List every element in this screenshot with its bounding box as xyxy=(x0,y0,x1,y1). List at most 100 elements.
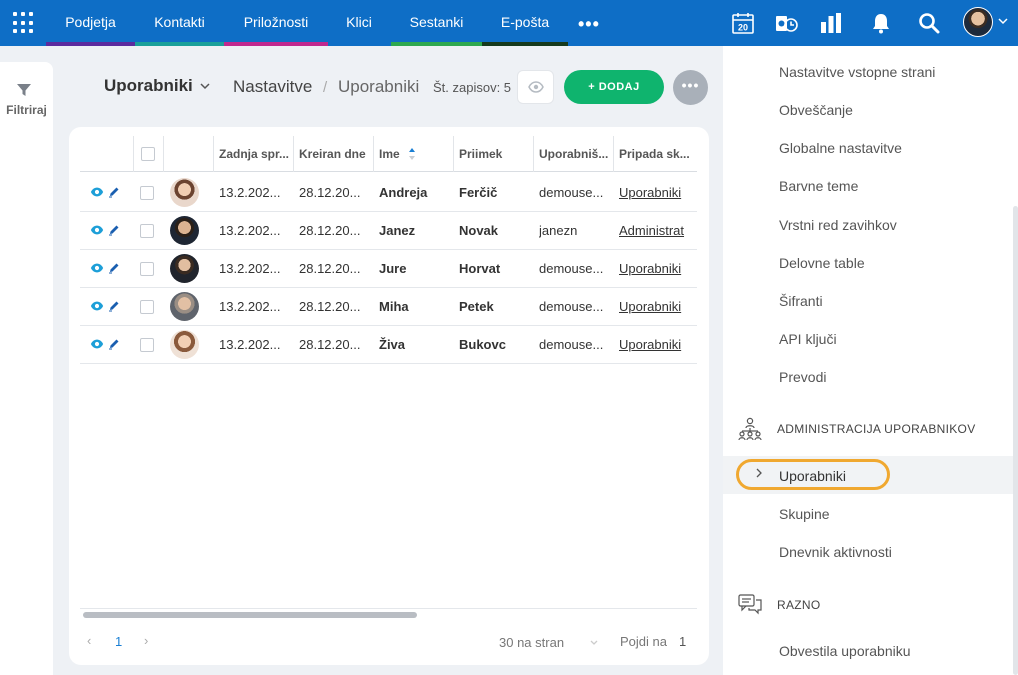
row-checkbox[interactable] xyxy=(140,300,154,314)
scrollbar-thumb[interactable] xyxy=(83,612,417,618)
cell-group-link[interactable]: Uporabniki xyxy=(619,299,682,314)
column-label: Ime xyxy=(379,147,400,161)
cell-group-link[interactable]: Uporabniki xyxy=(619,261,682,276)
cell-created: 28.12.20... xyxy=(299,299,361,314)
add-button[interactable]: + DODAJ xyxy=(564,70,664,104)
avatar-column-header xyxy=(163,136,213,172)
reports-chart-icon[interactable] xyxy=(819,11,843,35)
table-row[interactable]: 13.2.202... 28.12.20... Jure Horvat demo… xyxy=(80,250,697,288)
table-row[interactable]: 13.2.202... 28.12.20... Janez Novak jane… xyxy=(80,212,697,250)
nav-tab-underline xyxy=(482,42,568,46)
column-username[interactable]: Uporabniš... xyxy=(533,136,613,172)
cell-first-name: Janez xyxy=(379,223,416,238)
goto-page-input[interactable]: 1 xyxy=(679,634,687,649)
view-eye-icon[interactable] xyxy=(90,338,104,350)
column-modified[interactable]: Zadnja spr... xyxy=(213,136,293,172)
cell-username: janezn xyxy=(539,223,578,238)
page-title[interactable]: Uporabniki xyxy=(104,76,193,95)
edit-pencil-icon[interactable] xyxy=(108,186,120,198)
edit-pencil-icon[interactable] xyxy=(108,338,120,350)
avatar xyxy=(170,292,199,321)
cell-group-link[interactable]: Uporabniki xyxy=(619,337,682,352)
cell-group-link[interactable]: Uporabniki xyxy=(619,185,682,200)
settings-panel: Nastavitve vstopne strani Obveščanje Glo… xyxy=(723,46,1018,675)
edit-pencil-icon[interactable] xyxy=(108,224,120,236)
nav-tab-underline xyxy=(135,42,224,46)
avatar xyxy=(170,254,199,283)
cell-created: 28.12.20... xyxy=(299,261,361,276)
eye-icon xyxy=(527,81,544,93)
cell-last-name: Bukovc xyxy=(459,337,506,352)
view-eye-icon[interactable] xyxy=(90,262,104,274)
notifications-bell-icon[interactable] xyxy=(869,11,893,35)
nav-tab-label: E-pošta xyxy=(500,14,550,30)
per-page-select[interactable]: 30 na stran xyxy=(499,635,565,650)
table-row[interactable]: 13.2.202... 28.12.20... Andreja Ferčič d… xyxy=(80,174,697,212)
settings-item-users[interactable]: Uporabniki xyxy=(779,468,846,484)
calendar-day: 20 xyxy=(738,23,748,33)
column-created[interactable]: Kreiran dne xyxy=(293,136,373,172)
filter-panel[interactable]: Filtriraj xyxy=(0,62,53,675)
nav-tab-klici[interactable]: Klici xyxy=(328,0,390,46)
nav-tab-priloznosti[interactable]: Priložnosti xyxy=(224,0,328,46)
settings-item-tab-order[interactable]: Vrstni red zavihkov xyxy=(779,217,897,233)
settings-item-user-notices[interactable]: Obvestila uporabniku xyxy=(779,643,911,659)
apps-grid-icon[interactable] xyxy=(13,12,35,34)
settings-item-activity-log[interactable]: Dnevnik aktivnosti xyxy=(779,544,892,560)
breadcrumb-settings[interactable]: Nastavitve xyxy=(233,77,313,96)
chevron-down-icon[interactable] xyxy=(997,15,1009,30)
view-eye-icon[interactable] xyxy=(90,224,104,236)
settings-item-global[interactable]: Globalne nastavitve xyxy=(779,140,902,156)
nav-tab-kontakti[interactable]: Kontakti xyxy=(135,0,224,46)
view-toggle-button[interactable] xyxy=(517,70,554,104)
chevron-down-icon[interactable] xyxy=(199,80,211,92)
settings-item-translations[interactable]: Prevodi xyxy=(779,369,827,385)
nav-tab-eposta[interactable]: E-pošta xyxy=(482,0,568,46)
edit-pencil-icon[interactable] xyxy=(108,300,120,312)
chevron-down-icon[interactable] xyxy=(589,637,599,647)
record-count: Št. zapisov: 5 xyxy=(433,80,512,95)
row-checkbox[interactable] xyxy=(140,338,154,352)
column-last-name[interactable]: Priimek xyxy=(453,136,533,172)
exchange-sync-icon[interactable] xyxy=(774,11,798,35)
pager-next-button[interactable]: › xyxy=(144,633,149,648)
column-group[interactable]: Pripada sk... xyxy=(613,136,693,172)
chevron-right-icon xyxy=(756,468,762,478)
nav-tab-sestanki[interactable]: Sestanki xyxy=(391,0,482,46)
row-checkbox[interactable] xyxy=(140,224,154,238)
select-all-checkbox[interactable] xyxy=(141,147,155,161)
calendar-icon[interactable]: 20 xyxy=(731,11,755,35)
view-eye-icon[interactable] xyxy=(90,186,104,198)
table-row[interactable]: 13.2.202... 28.12.20... Živa Bukovc demo… xyxy=(80,326,697,364)
user-hierarchy-icon xyxy=(738,417,762,441)
settings-item-color-themes[interactable]: Barvne teme xyxy=(779,178,859,194)
horizontal-scrollbar[interactable] xyxy=(80,608,697,618)
cell-created: 28.12.20... xyxy=(299,185,361,200)
cell-modified: 13.2.202... xyxy=(219,223,281,238)
pager-current-page[interactable]: 1 xyxy=(115,634,123,649)
cell-group-link[interactable]: Administrat xyxy=(619,223,685,238)
row-checkbox[interactable] xyxy=(140,186,154,200)
nav-tab-label: Klici xyxy=(346,14,372,30)
cell-last-name: Novak xyxy=(459,223,499,238)
pager-prev-button[interactable]: ‹ xyxy=(87,633,92,648)
column-first-name[interactable]: Ime xyxy=(373,136,453,172)
settings-item-groups[interactable]: Skupine xyxy=(779,506,830,522)
user-avatar[interactable] xyxy=(963,7,993,37)
settings-item-landing-page[interactable]: Nastavitve vstopne strani xyxy=(779,64,936,80)
cell-modified: 13.2.202... xyxy=(219,337,281,352)
nav-tab-podjetja[interactable]: Podjetja xyxy=(46,0,135,46)
more-options-button[interactable]: ••• xyxy=(673,70,708,105)
row-checkbox[interactable] xyxy=(140,262,154,276)
settings-item-codebooks[interactable]: Šifranti xyxy=(779,293,823,309)
edit-pencil-icon[interactable] xyxy=(108,262,120,274)
vertical-scrollbar[interactable] xyxy=(1013,206,1018,675)
cell-username: demouse... xyxy=(539,337,604,352)
table-row[interactable]: 13.2.202... 28.12.20... Miha Petek demou… xyxy=(80,288,697,326)
nav-more-button[interactable]: ••• xyxy=(578,14,600,34)
search-icon[interactable] xyxy=(917,11,941,35)
view-eye-icon[interactable] xyxy=(90,300,104,312)
settings-item-notifications[interactable]: Obveščanje xyxy=(779,102,853,118)
settings-item-dashboards[interactable]: Delovne table xyxy=(779,255,865,271)
settings-item-api-keys[interactable]: API ključi xyxy=(779,331,837,347)
